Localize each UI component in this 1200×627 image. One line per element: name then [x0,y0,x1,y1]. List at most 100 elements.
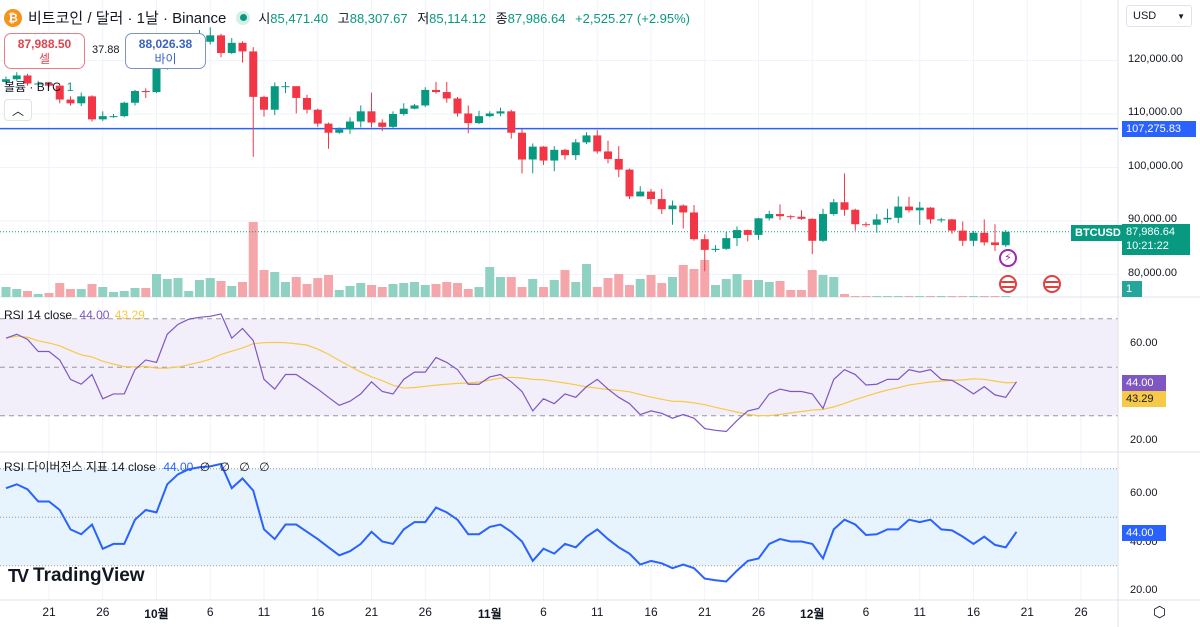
candle-body [797,216,806,219]
na-value: ∅ [219,460,230,474]
volume-tag: 1 [1122,281,1142,297]
volume-bar [614,274,624,297]
buy-button[interactable]: 88,026.38 바이 [125,33,206,69]
time-tick: 12월 [800,607,825,621]
volume-bar [377,287,387,297]
time-tick: 21 [364,605,379,619]
symbol-title[interactable]: 비트코인 / 달러 · 1날 · Binance [28,10,227,27]
time-tick: 21 [42,605,56,619]
time-tick: 16 [311,605,325,619]
candle-body [12,75,21,80]
open-value: 85,471.40 [270,11,329,26]
volume-bar [807,270,817,297]
candle-body [55,85,64,100]
us-flag-event-icon[interactable] [1043,275,1061,293]
volume-bar [399,283,409,297]
candle-body [668,205,677,210]
time-tick: 26 [751,605,766,619]
volume-legend[interactable]: 볼륨 · BTC 1 [4,78,73,95]
candle-body [227,42,236,54]
volume-bar [883,296,892,297]
price-tick: 90,000.00 [1128,213,1177,225]
volume-bar [560,270,570,297]
last-price-tag: 87,986.64 10:21:22 [1122,224,1190,255]
candle-body [743,230,752,235]
time-tick: 16 [966,605,981,619]
candle-body [829,202,838,215]
rsi-ma-line [5,335,1017,417]
candle-body [765,214,774,219]
rsi-divergence-tick: 20.00 [1130,584,1158,596]
candle-body [442,92,451,99]
currency-select[interactable]: USD ▼ [1126,5,1192,27]
us-flag-event-icon[interactable] [999,275,1017,293]
close-label: 종 [495,11,508,26]
candle-body [819,214,827,241]
volume-bar [926,296,935,297]
volume-bar [162,279,172,297]
na-value: ∅ [239,460,250,474]
lightning-event-icon[interactable]: ⚡ [999,249,1017,267]
volume-bar [345,286,355,297]
candle-body [926,207,935,220]
candle-body [625,169,634,197]
volume-bar [571,282,581,297]
volume-bar [979,296,989,297]
candle-body [399,108,408,114]
volume-bar [119,291,129,297]
symbol-tag: BTCUSD [1071,225,1125,241]
tradingview-logo-icon: TV [8,565,29,586]
candle-body [66,99,75,104]
time-tick: 11월 [477,607,502,621]
volume-bar [743,280,753,297]
rsi-legend-value: 44.00 [79,308,110,322]
candle-body [131,90,139,103]
last-price: 87,986.64 [1126,226,1175,238]
sell-button[interactable]: 87,988.50 셀 [4,33,85,69]
candle-body [378,122,387,127]
rsi-divergence-tick: 60.00 [1130,487,1158,499]
tradingview-logo[interactable]: TV TradingView [8,565,145,587]
volume-bar [313,278,323,297]
candle-body [292,86,301,98]
volume-bar [431,284,441,297]
candle-body [614,158,623,170]
time-tick: 6 [862,605,870,619]
candle-body [238,42,247,52]
volume-bar [915,296,925,297]
candle-body [281,86,290,88]
volume-bar [12,289,22,297]
volume-bar [840,294,849,297]
candle-body [120,102,129,117]
horizontal-line-price-tag[interactable]: 107,275.83 [1122,121,1196,137]
low-label: 저 [417,11,430,26]
volume-bar [55,283,65,297]
change-value: +2,525.27 (+2.95%) [575,11,691,26]
candle-body [786,216,795,218]
candle-body [862,224,870,226]
time-tick: 26 [1074,605,1088,619]
candle-body [335,129,344,133]
volume-bar [775,281,785,297]
bitcoin-icon: ₿ [4,8,22,27]
candle-body [421,89,430,106]
settings-icon[interactable]: ⬡ [1153,604,1167,621]
volume-bar [66,289,75,297]
candle-body [872,219,881,225]
candle-body [109,116,118,118]
rsi-legend[interactable]: RSI 14 close 44.00 43.29 [4,308,145,322]
time-tick: 6 [206,605,214,619]
na-value: ∅ [259,460,270,474]
volume-bar [700,260,710,297]
candle-body [507,111,516,133]
rsi-divergence-legend[interactable]: RSI 다이버전스 지표 14 close 44.00 ∅ ∅ ∅ ∅ [4,458,270,475]
candle-body [77,96,86,104]
candle-body [410,105,419,109]
collapse-legend-button[interactable]: ︿ [4,99,32,121]
candle-body [604,151,612,159]
candle-body [969,232,978,241]
candle-body [808,218,817,241]
candle-body [260,96,268,110]
time-tick: 21 [1020,605,1034,619]
